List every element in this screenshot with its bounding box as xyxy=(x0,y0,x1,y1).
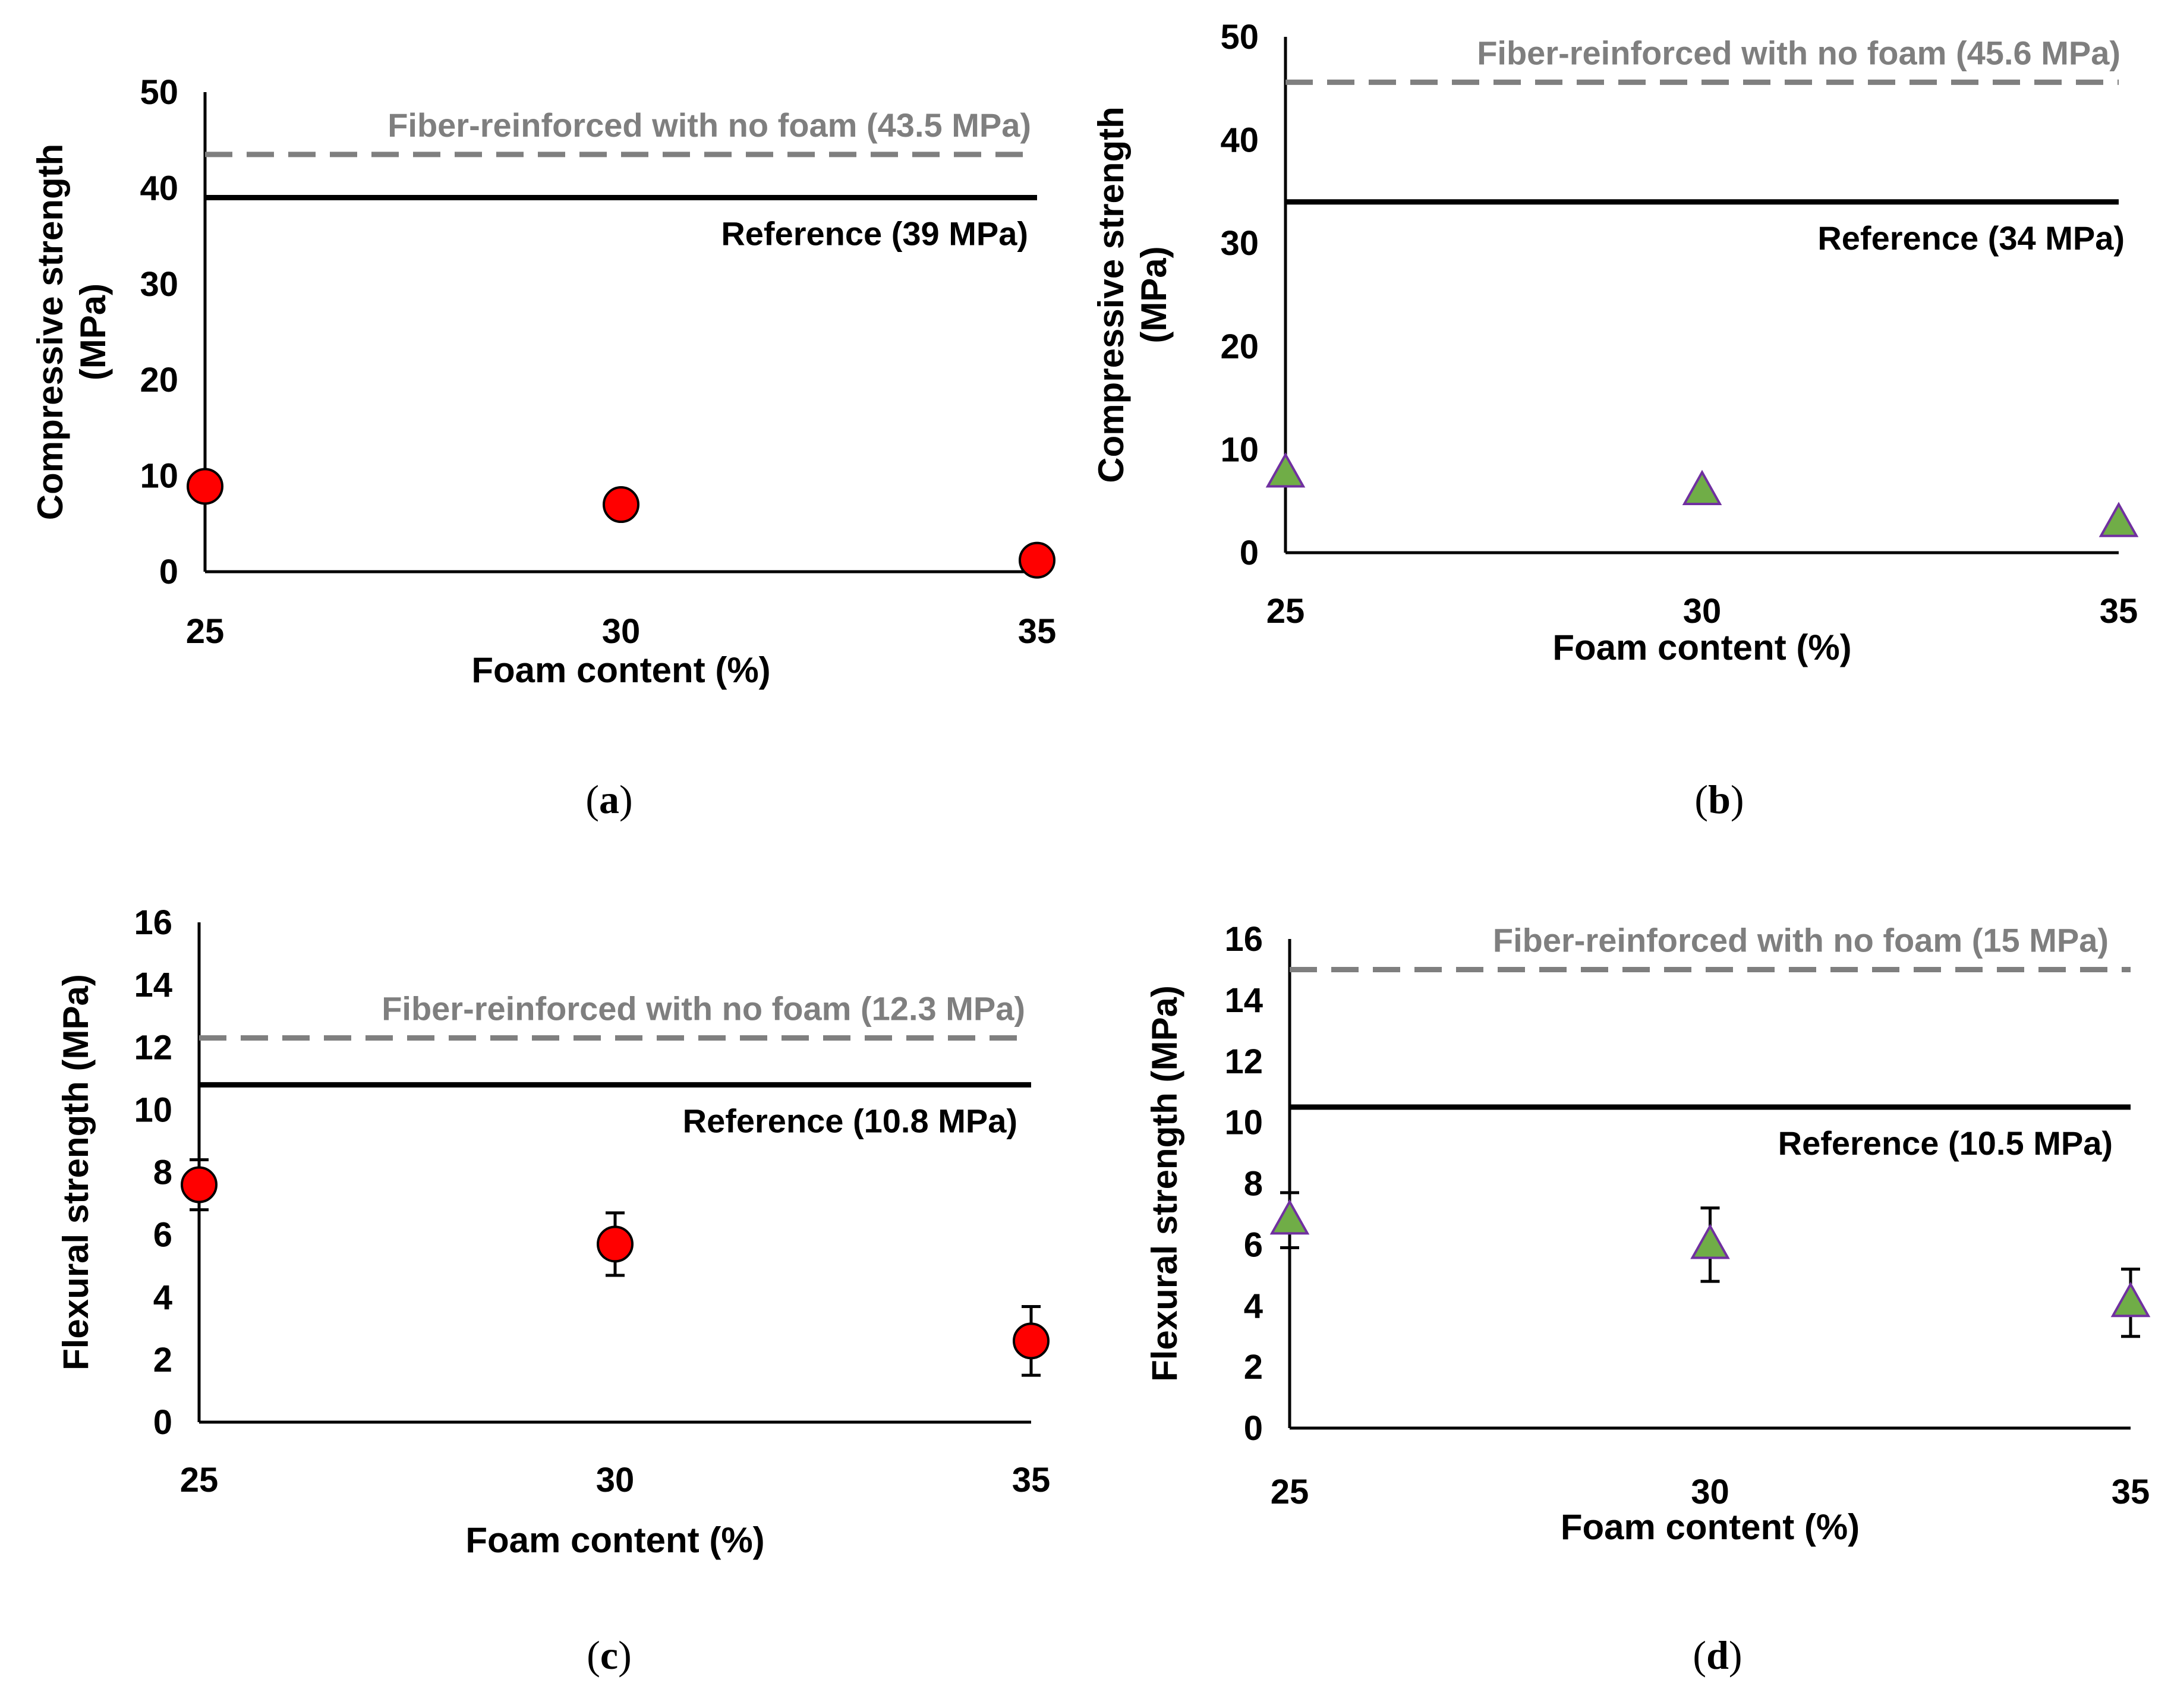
panel-c: 0 2 4 6 8 10 12 14 16 25 30 35 Foam content (%) Flexu… xyxy=(56,903,1050,1678)
y-tick-label: 50 xyxy=(140,73,178,112)
x-tick-label: 30 xyxy=(596,1461,635,1499)
panel-caption-letter: d xyxy=(1706,1633,1729,1678)
panel-caption-letter: c xyxy=(600,1633,618,1678)
fiber-no-foam-label: Fiber-reinforced with no foam (45.6 MPa) xyxy=(1477,34,2120,71)
y-tick-label: 6 xyxy=(1244,1225,1263,1264)
panel-caption-open: ( xyxy=(585,777,599,822)
y-tick-label: 2 xyxy=(153,1341,172,1379)
y-axis-title: Flexural strength (MPa) xyxy=(1145,985,1184,1382)
x-tick-label: 30 xyxy=(1683,592,1722,631)
y-axis-title: Flexural strength (MPa) xyxy=(56,974,96,1370)
reference-label: Reference (10.8 MPa) xyxy=(683,1102,1017,1139)
reference-label: Reference (39 MPa) xyxy=(721,215,1028,253)
panel-caption-close: ) xyxy=(618,1633,632,1678)
reference-label: Reference (34 MPa) xyxy=(1817,219,2125,257)
x-tick-label: 35 xyxy=(2100,592,2138,631)
y-tick-label: 40 xyxy=(1220,121,1259,160)
panel-caption: (a) xyxy=(585,777,632,822)
y-axis-title: Compressive strength(MPa) xyxy=(30,144,113,521)
x-tick-label: 25 xyxy=(1266,592,1305,631)
y-tick-label: 10 xyxy=(1224,1104,1263,1142)
fiber-no-foam-label: Fiber-reinforced with no foam (12.3 MPa) xyxy=(382,989,1025,1027)
y-tick-label: 30 xyxy=(1220,224,1259,263)
x-tick-label: 30 xyxy=(602,612,641,651)
panel-caption-close: ) xyxy=(1731,777,1744,822)
y-axis-title-line: Compressive strength xyxy=(1091,106,1131,483)
y-tick-label: 12 xyxy=(134,1028,172,1067)
data-point-circle xyxy=(1019,541,1055,579)
reference-label: Reference (10.5 MPa) xyxy=(1778,1124,2113,1162)
data-point-triangle xyxy=(1269,1199,1310,1235)
y-tick-label: 0 xyxy=(1240,534,1259,572)
y-tick-label: 10 xyxy=(134,1091,172,1129)
panel-caption-letter: a xyxy=(599,777,619,822)
x-tick-label: 35 xyxy=(1018,612,1057,651)
y-tick-label: 8 xyxy=(153,1154,172,1192)
panel-caption-open: ( xyxy=(1694,777,1708,822)
panel-caption: (c) xyxy=(587,1633,632,1678)
y-tick-label: 40 xyxy=(140,169,178,207)
x-tick-label: 25 xyxy=(186,612,225,651)
x-tick-label: 30 xyxy=(1691,1473,1729,1511)
y-tick-label: 4 xyxy=(153,1278,172,1317)
panel-b: 0 10 20 30 40 50 25 30 35 Foam content (%) Compres… xyxy=(1091,18,2139,822)
y-tick-label: 10 xyxy=(140,457,178,496)
y-tick-label: 0 xyxy=(153,1403,172,1442)
x-tick-label: 25 xyxy=(180,1461,219,1499)
x-tick-label: 35 xyxy=(1012,1461,1051,1499)
x-tick-label: 25 xyxy=(1271,1473,1309,1511)
x-axis-title: Foam content (%) xyxy=(1561,1507,1860,1547)
data-point-circle xyxy=(597,1225,634,1263)
y-tick-label: 2 xyxy=(1244,1348,1263,1386)
y-tick-label: 20 xyxy=(1220,327,1259,366)
y-tick-label: 6 xyxy=(153,1216,172,1255)
data-point-circle xyxy=(1013,1322,1050,1360)
x-tick-label: 35 xyxy=(2112,1473,2150,1511)
y-tick-label: 20 xyxy=(140,361,178,399)
y-tick-label: 50 xyxy=(1220,18,1259,56)
y-tick-label: 8 xyxy=(1244,1165,1263,1203)
panel-d: 0 2 4 6 8 10 12 14 16 25 30 35 Foam content (%) Flexu… xyxy=(1145,920,2151,1678)
data-point-circle xyxy=(181,1166,218,1203)
y-axis-title-line: (MPa) xyxy=(1134,246,1174,343)
data-point-triangle xyxy=(1265,452,1306,488)
panel-caption-open: ( xyxy=(1693,1633,1706,1678)
data-point-triangle xyxy=(2110,1281,2151,1318)
panel-caption: (b) xyxy=(1694,777,1744,822)
x-axis-title: Foam content (%) xyxy=(471,650,770,690)
fiber-no-foam-label: Fiber-reinforced with no foam (15 MPa) xyxy=(1493,921,2109,959)
data-point-triangle xyxy=(1690,1224,1730,1259)
y-tick-label: 12 xyxy=(1224,1042,1263,1081)
panel-caption-letter: b xyxy=(1708,777,1731,822)
data-point-triangle xyxy=(2098,502,2139,537)
y-tick-label: 16 xyxy=(1224,920,1263,959)
y-tick-label: 16 xyxy=(134,903,172,942)
y-tick-label: 10 xyxy=(1220,430,1259,469)
x-axis-title: Foam content (%) xyxy=(465,1520,764,1560)
y-tick-label: 30 xyxy=(140,265,178,304)
data-point-triangle xyxy=(1682,469,1722,505)
fiber-no-foam-label: Fiber-reinforced with no foam (43.5 MPa) xyxy=(387,106,1031,144)
y-axis-title-line: (MPa) xyxy=(73,283,113,380)
y-tick-label: 0 xyxy=(1244,1409,1263,1448)
x-axis-title: Foam content (%) xyxy=(1552,628,1851,667)
y-axis-title-line: Compressive strength xyxy=(30,144,70,521)
panel-caption-close: ) xyxy=(619,777,633,822)
panel-caption-close: ) xyxy=(1729,1633,1743,1678)
data-point-circle xyxy=(603,486,639,524)
panel-caption: (d) xyxy=(1693,1633,1742,1678)
panel-caption-open: ( xyxy=(587,1633,600,1678)
panel-a: 0 10 20 30 40 50 25 30 35 Foam content (%) Compres… xyxy=(30,73,1056,822)
y-tick-label: 0 xyxy=(159,553,178,591)
data-point-circle xyxy=(187,468,223,505)
y-axis-title: Compressive strength(MPa) xyxy=(1091,106,1174,483)
y-tick-label: 4 xyxy=(1244,1287,1263,1325)
y-tick-label: 14 xyxy=(134,966,172,1004)
y-tick-label: 14 xyxy=(1224,981,1263,1020)
